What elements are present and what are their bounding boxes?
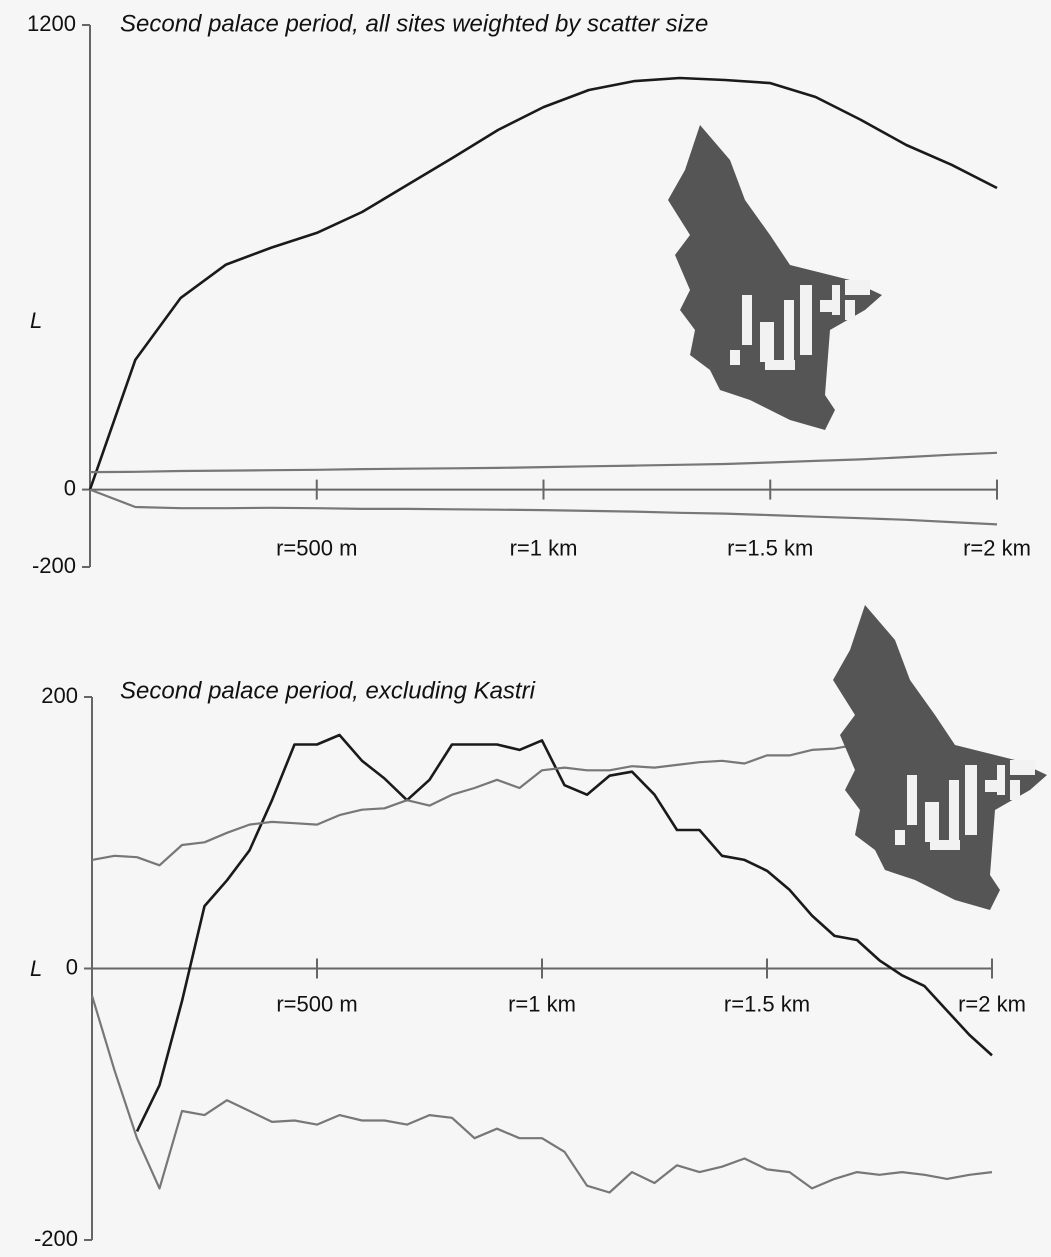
chart: Second palace period, excluding Kastri L -… <box>30 677 1026 1250</box>
chart-title: Second palace period, excluding Kastri <box>120 677 536 704</box>
x-tick-label: r=500 m <box>276 535 357 560</box>
y-tick-label: -200 <box>32 553 76 578</box>
x-tick-label: r=2 km <box>963 535 1031 560</box>
x-tick-label: r=500 m <box>276 991 357 1016</box>
data-line <box>91 743 858 867</box>
data-line <box>88 76 998 491</box>
data-line <box>135 733 993 1132</box>
x-tick-label: r=1 km <box>508 991 576 1016</box>
y-axis-label: L <box>30 956 42 981</box>
data-line <box>89 451 998 474</box>
x-tick-label: r=1.5 km <box>727 535 813 560</box>
x-tick-label: r=2 km <box>958 991 1026 1016</box>
y-tick-label: 0 <box>66 954 78 979</box>
data-line <box>89 488 998 526</box>
x-tick-label: r=1 km <box>510 535 578 560</box>
y-axis-label: L <box>30 308 42 333</box>
x-tick-label: r=1.5 km <box>724 991 810 1016</box>
y-tick-label: 1200 <box>27 11 76 36</box>
y-tick-label: 0 <box>64 475 76 500</box>
site-map <box>833 605 1047 910</box>
site-map <box>668 125 882 430</box>
y-tick-label: 200 <box>41 683 78 708</box>
chart: Second palace period, all sites weighted… <box>27 10 1031 577</box>
chart-title: Second palace period, all sites weighted… <box>120 10 708 37</box>
y-tick-label: -200 <box>34 1226 78 1251</box>
data-line <box>90 995 993 1194</box>
